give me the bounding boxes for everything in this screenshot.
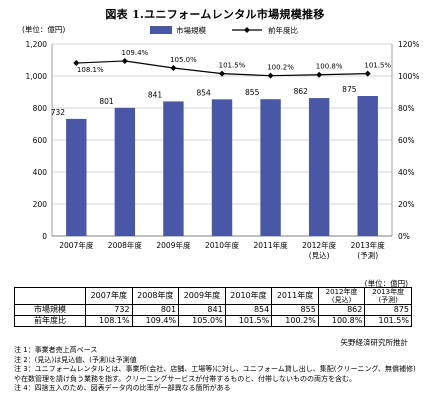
ratio-marker [316,71,323,78]
bar-value-label: 854 [196,88,211,97]
table-row-label: 市場規模 [14,304,86,316]
y-tick-label: 1,200 [26,40,48,49]
y-tick-label: 600 [33,136,48,145]
table-header-cell: 2009年度 [178,287,226,305]
table-unit-label: (単位：億円) [364,279,408,288]
table-row: 前年度比 108.1% 109.4% 105.0% 101.5% 100.2% … [14,315,412,327]
data-table: 2007年度 2008年度 2009年度 2010年度 2011年度 2012年… [14,287,412,327]
legend-line-marker [244,27,250,33]
ratio-value-label: 105.0% [170,56,197,64]
bar [357,96,378,236]
table-cell: 855 [271,304,319,316]
y-tick-label: 200 [33,200,48,209]
bar [114,107,136,236]
ratio-value-label: 109.4% [122,49,149,57]
note-line: 注 4：四捨五入のため、図表データ内の比率が一部異なる箇所がある [14,384,231,392]
note-line: 注 2：(見込)は見込値、(予測)は予測値 [14,355,137,364]
bar-value-label: 841 [148,90,163,99]
bar [260,99,281,236]
table-cell: 108.1% [85,315,133,327]
table-corner-cell [14,287,86,305]
table-cell: 100.2% [271,315,319,327]
table-cell: 801 [131,304,180,316]
x-tick-sublabel: (予測) [357,250,378,260]
figure-title: 図表 1.ユニフォームレンタル市場規模推移 [105,8,325,21]
table-header-cell: 2013年度 (予測) [364,287,412,305]
y-tick-label: 0 [42,232,47,241]
y2-tick-label: 0% [398,232,410,241]
table-header-cell: 2011年度 [271,287,319,305]
ratio-marker [170,65,177,71]
table-cell: 109.4% [131,315,180,327]
notes: 注 1：事業者売上高ベース 注 2：(見込)は見込値、(予測)は予測値 注 3：… [14,346,419,394]
bar-value-label: 855 [245,88,260,97]
table-cell: 101.5% [224,315,273,327]
table-header-row: 2007年度 2008年度 2009年度 2010年度 2011年度 2012年… [14,287,412,305]
bar [211,99,233,236]
table-header-cell: 2012年度 (見込) [317,287,366,305]
bar-value-label: 875 [342,85,357,94]
y2-tick-label: 80% [398,104,415,113]
y2-tick-label: 120% [398,40,419,49]
ratio-value-label: 101.5% [219,62,246,70]
table-cell: 854 [224,304,273,316]
y-tick-label: 800 [33,104,48,113]
ratio-marker [219,70,225,77]
note-line: 注 1：事業者売上高ベース [14,346,98,354]
x-tick-label: 2010年度 [205,240,240,250]
note-line: 注 3：ユニフォームレンタルとは、事業所(会社、店舗、工場等)に対し、ユニフォー… [14,365,416,383]
market-size-chart: 0 0% 200 20% 400 40% 600 60% 800 80% 1,000 100% 1,20… [22,24,419,260]
y-tick-label: 400 [33,168,48,177]
y2-tick-label: 20% [398,200,415,209]
table-header-cell: 2008年度 [131,287,180,305]
table-cell: 105.0% [178,315,226,327]
legend-bar-swatch [150,26,172,34]
table-cell: 100.8% [317,315,366,327]
legend-bar-label: 市場規模 [176,25,206,35]
y-axis-unit-label: (単位：億円) [22,24,65,34]
legend-line-label: 前年度比 [268,25,298,35]
bar-value-label: 732 [51,108,66,117]
table-header-cell: 2010年度 [224,287,273,305]
table-cell: 101.5% [364,315,412,327]
ratio-value-label: 101.5% [364,62,391,70]
x-tick-label: 2008年度 [108,240,143,250]
bar [66,118,87,236]
ratio-marker [73,60,80,67]
table-cell: 732 [85,304,133,316]
table-row-label: 前年度比 [14,315,86,327]
bar [308,98,330,236]
source-credit: 矢野経済研究所推計 [340,338,409,347]
y2-tick-label: 60% [398,136,415,145]
ratio-value-label: 100.8% [316,63,343,71]
ratio-value-label: 100.2% [267,64,294,72]
bar-value-label: 862 [294,87,309,96]
y-tick-label: 1,000 [26,72,48,81]
y2-tick-label: 40% [398,168,415,177]
bar-value-label: 801 [99,97,114,106]
table-cell: 875 [364,304,412,316]
x-tick-label: 2013年度 [351,240,386,250]
bar [163,101,184,236]
ratio-marker [267,72,274,79]
table-row: 市場規模 732 801 841 854 855 862 875 [14,304,412,316]
x-tick-label: 2009年度 [156,240,191,250]
x-tick-label: 2007年度 [59,240,94,250]
table-cell: 862 [317,304,366,316]
x-tick-label: 2012年度 [302,240,337,250]
x-tick-sublabel: (見込) [309,251,330,260]
ratio-marker [121,57,128,64]
x-tick-label: 2011年度 [254,240,289,250]
table-cell: 841 [178,304,226,316]
y2-tick-label: 100% [398,72,419,81]
ratio-marker [364,70,371,77]
table-header-cell: 2007年度 [85,287,133,305]
ratio-value-label: 108.1% [77,66,104,74]
